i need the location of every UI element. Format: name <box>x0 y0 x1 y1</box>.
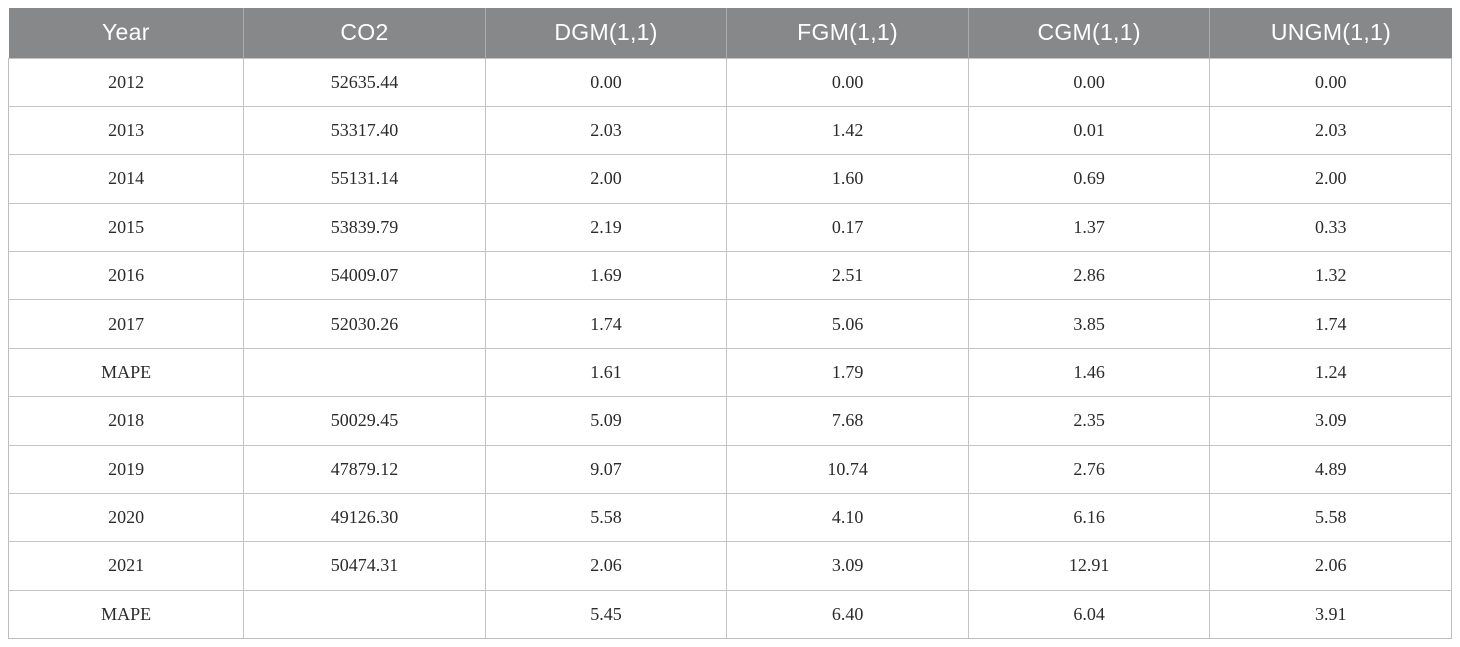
cell-co2: 50474.31 <box>243 541 486 591</box>
column-header-co2: CO2 <box>243 8 486 58</box>
cell-ungm: 1.32 <box>1209 250 1452 301</box>
cell-cgm: 1.37 <box>967 202 1211 253</box>
cell-cgm: 0.00 <box>967 57 1211 107</box>
table-row: 2018 50029.45 5.09 7.68 2.35 3.09 <box>7 396 1452 446</box>
cell-fgm: 0.00 <box>726 57 969 107</box>
column-header-dgm: DGM(1,1) <box>484 8 727 58</box>
cell-co2: 50029.45 <box>243 396 486 446</box>
cell-cgm: 12.91 <box>967 541 1211 591</box>
cell-fgm: 10.74 <box>726 444 969 494</box>
cell-year: MAPE <box>7 589 245 640</box>
cell-cgm: 2.86 <box>967 250 1211 301</box>
cell-ungm: 0.33 <box>1209 202 1452 253</box>
header-row: Year CO2 DGM(1,1) FGM(1,1) CGM(1,1) UNGM… <box>8 8 1452 58</box>
table-row: 2021 50474.31 2.06 3.09 12.91 2.06 <box>7 541 1452 591</box>
cell-dgm: 0.00 <box>484 57 728 107</box>
cell-co2: 52030.26 <box>243 299 486 349</box>
table-row: 2013 53317.40 2.03 1.42 0.01 2.03 <box>7 105 1452 156</box>
cell-dgm: 2.00 <box>484 154 728 204</box>
cell-co2: 49126.30 <box>243 492 486 543</box>
cell-year: 2013 <box>7 105 245 156</box>
cell-fgm: 6.40 <box>726 589 969 640</box>
cell-year: 2012 <box>7 57 245 107</box>
cell-fgm: 1.79 <box>726 347 969 398</box>
cell-dgm: 2.03 <box>484 105 728 156</box>
table-row: 2017 52030.26 1.74 5.06 3.85 1.74 <box>7 299 1452 349</box>
cell-cgm: 2.76 <box>967 444 1211 494</box>
cell-cgm: 0.01 <box>967 105 1211 156</box>
cell-fgm: 4.10 <box>726 492 969 543</box>
cell-co2 <box>243 589 486 640</box>
table-header: Year CO2 DGM(1,1) FGM(1,1) CGM(1,1) UNGM… <box>8 8 1452 58</box>
cell-dgm: 1.61 <box>484 347 728 398</box>
cell-co2: 47879.12 <box>243 444 486 494</box>
column-header-ungm: UNGM(1,1) <box>1209 8 1452 58</box>
table-row: 2016 54009.07 1.69 2.51 2.86 1.32 <box>7 250 1452 301</box>
cell-fgm: 1.42 <box>726 105 969 156</box>
cell-fgm: 2.51 <box>726 250 969 301</box>
cell-co2: 53839.79 <box>243 202 486 253</box>
table-row: 2014 55131.14 2.00 1.60 0.69 2.00 <box>7 154 1452 204</box>
cell-ungm: 2.03 <box>1209 105 1452 156</box>
column-header-cgm: CGM(1,1) <box>967 8 1210 58</box>
cell-cgm: 6.04 <box>967 589 1211 640</box>
table-row-mape-forecast: MAPE 5.45 6.40 6.04 3.91 <box>7 589 1452 640</box>
cell-dgm: 5.09 <box>484 396 728 446</box>
cell-dgm: 9.07 <box>484 444 728 494</box>
cell-year: 2018 <box>7 396 245 446</box>
cell-fgm: 0.17 <box>726 202 969 253</box>
cell-ungm: 1.24 <box>1209 347 1452 398</box>
cell-ungm: 4.89 <box>1209 444 1452 494</box>
cell-dgm: 2.19 <box>484 202 728 253</box>
data-table: Year CO2 DGM(1,1) FGM(1,1) CGM(1,1) UNGM… <box>7 8 1452 640</box>
cell-year: 2019 <box>7 444 245 494</box>
table-row: 2015 53839.79 2.19 0.17 1.37 0.33 <box>7 202 1452 253</box>
cell-ungm: 3.09 <box>1209 396 1452 446</box>
cell-ungm: 1.74 <box>1209 299 1452 349</box>
cell-fgm: 3.09 <box>726 541 969 591</box>
cell-ungm: 5.58 <box>1209 492 1452 543</box>
cell-dgm: 1.69 <box>484 250 728 301</box>
cell-co2 <box>243 347 486 398</box>
cell-ungm: 0.00 <box>1209 57 1452 107</box>
table-row: 2020 49126.30 5.58 4.10 6.16 5.58 <box>7 492 1452 543</box>
table-row-mape-fit: MAPE 1.61 1.79 1.46 1.24 <box>7 347 1452 398</box>
column-header-year: Year <box>8 8 244 58</box>
cell-ungm: 3.91 <box>1209 589 1452 640</box>
column-header-fgm: FGM(1,1) <box>726 8 969 58</box>
cell-cgm: 2.35 <box>967 396 1211 446</box>
cell-fgm: 7.68 <box>726 396 969 446</box>
table-row: 2019 47879.12 9.07 10.74 2.76 4.89 <box>7 444 1452 494</box>
cell-fgm: 5.06 <box>726 299 969 349</box>
cell-co2: 52635.44 <box>243 57 486 107</box>
cell-co2: 54009.07 <box>243 250 486 301</box>
table-row: 2012 52635.44 0.00 0.00 0.00 0.00 <box>7 57 1452 107</box>
cell-dgm: 2.06 <box>484 541 728 591</box>
cell-year: 2015 <box>7 202 245 253</box>
cell-year: 2017 <box>7 299 245 349</box>
cell-year: 2014 <box>7 154 245 204</box>
cell-year: MAPE <box>7 347 245 398</box>
cell-dgm: 5.58 <box>484 492 728 543</box>
cell-cgm: 6.16 <box>967 492 1211 543</box>
cell-dgm: 1.74 <box>484 299 728 349</box>
cell-cgm: 1.46 <box>967 347 1211 398</box>
cell-co2: 53317.40 <box>243 105 486 156</box>
cell-ungm: 2.06 <box>1209 541 1452 591</box>
table-body: 2012 52635.44 0.00 0.00 0.00 0.00 2013 5… <box>7 57 1452 640</box>
cell-dgm: 5.45 <box>484 589 728 640</box>
cell-fgm: 1.60 <box>726 154 969 204</box>
cell-year: 2021 <box>7 541 245 591</box>
cell-year: 2016 <box>7 250 245 301</box>
grey-model-results-table: Year CO2 DGM(1,1) FGM(1,1) CGM(1,1) UNGM… <box>7 8 1452 640</box>
cell-cgm: 0.69 <box>967 154 1211 204</box>
cell-ungm: 2.00 <box>1209 154 1452 204</box>
cell-year: 2020 <box>7 492 245 543</box>
cell-co2: 55131.14 <box>243 154 486 204</box>
cell-cgm: 3.85 <box>967 299 1211 349</box>
